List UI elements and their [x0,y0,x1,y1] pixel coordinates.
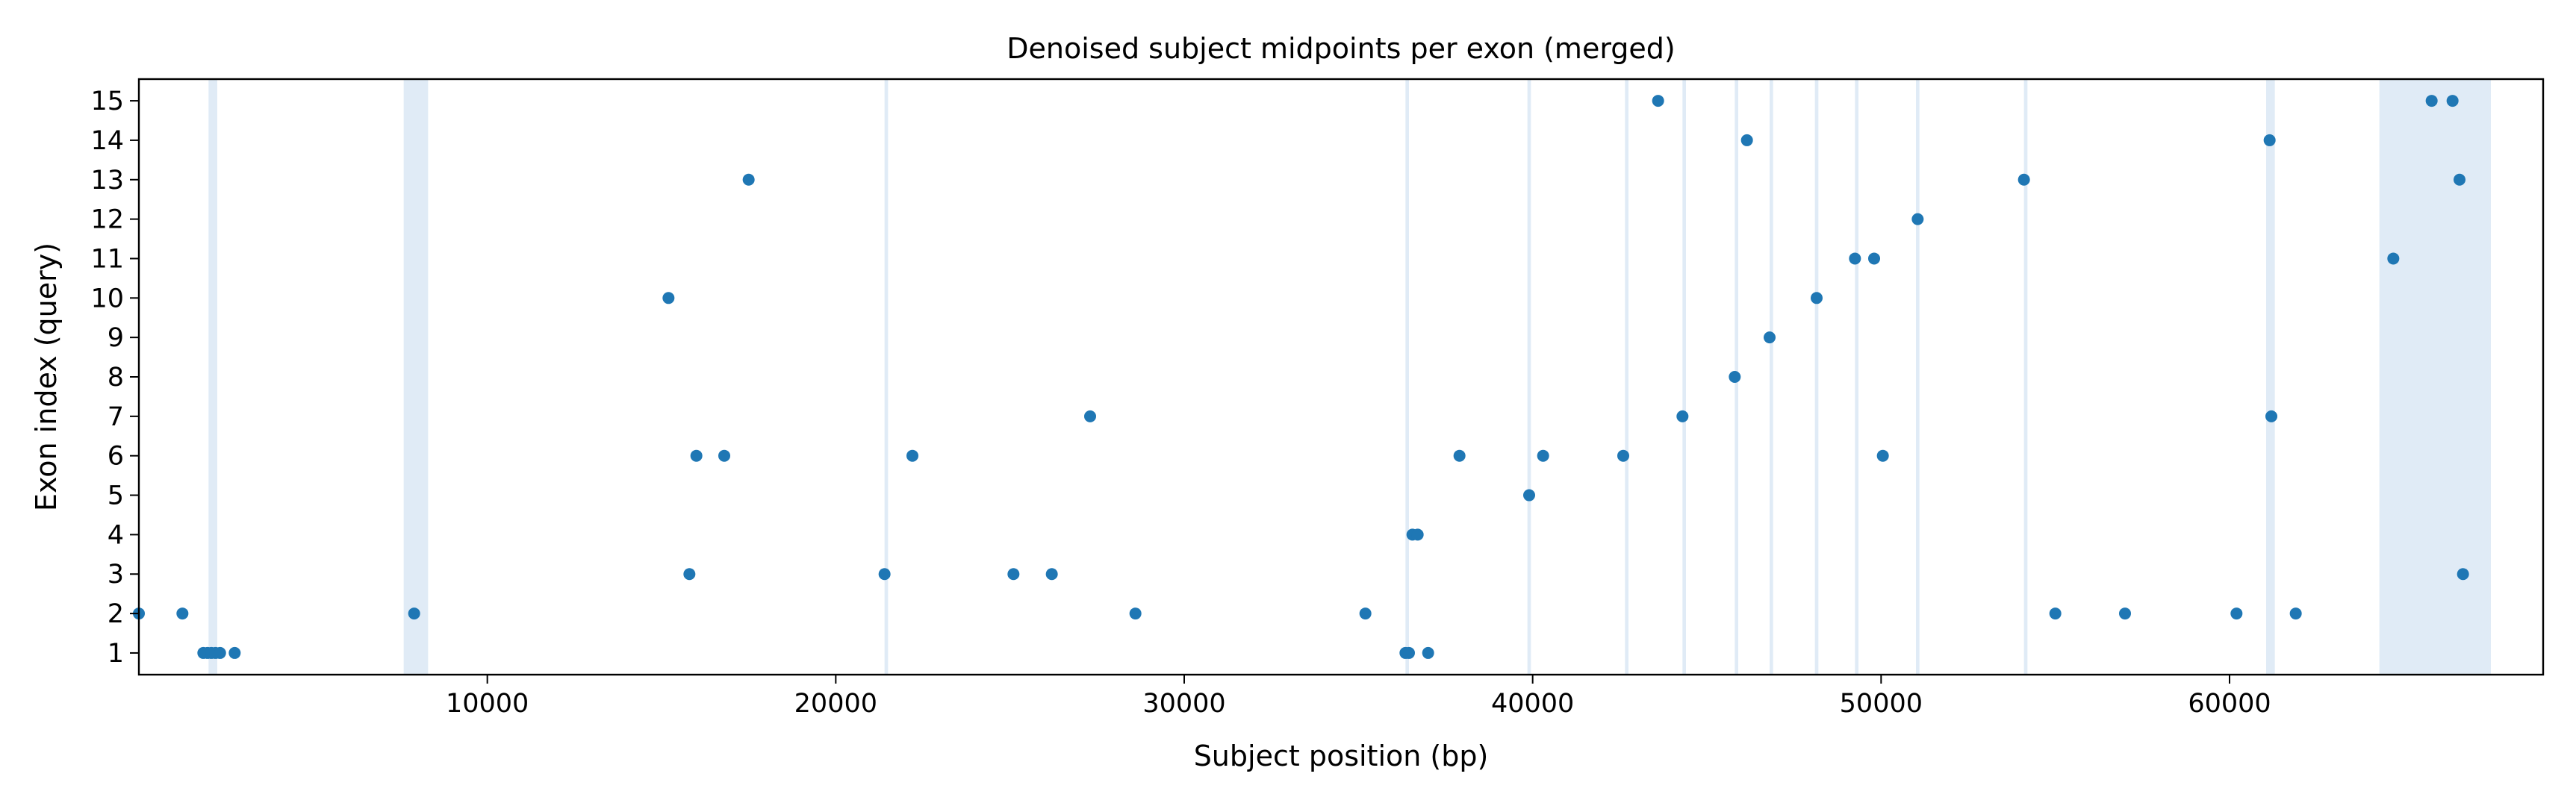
data-point [1523,489,1535,502]
x-tick-label: 30000 [1142,689,1225,719]
y-tick-label: 14 [90,126,124,156]
data-point [408,607,420,620]
highlight-region [1855,79,1858,675]
highlight-regions [208,79,2491,675]
highlight-region [2266,79,2275,675]
data-point [1007,568,1020,581]
highlight-region [208,79,217,675]
data-point [2265,410,2277,422]
data-point [662,292,675,304]
x-axis-label: Subject position (bp) [1194,740,1489,772]
highlight-region [403,79,429,675]
data-point [1045,568,1058,581]
data-point [1084,410,1096,422]
y-tick-label: 8 [108,363,124,393]
y-tick-label: 2 [108,599,124,629]
data-point [1876,449,1889,462]
data-point [2387,252,2400,265]
y-tick-label: 13 [90,166,124,196]
data-point [1617,449,1629,462]
y-tick-label: 4 [108,520,124,550]
data-point [1411,528,1424,541]
data-point [1422,646,1434,659]
highlight-region [1916,79,1920,675]
data-point [1537,449,1549,462]
y-tick-label: 9 [108,323,124,353]
x-tick-label: 40000 [1491,689,1574,719]
y-tick-label: 10 [90,284,124,313]
data-point [1868,252,1880,265]
data-point [2457,568,2469,581]
highlight-region [1527,79,1531,675]
y-tick-label: 7 [108,402,124,432]
data-point [1729,371,1741,383]
data-points [133,95,2469,659]
highlight-region [884,79,889,675]
y-tick-label: 5 [108,481,124,511]
highlight-region [2023,79,2028,675]
data-point [2446,95,2459,107]
y-tick-label: 1 [108,639,124,669]
data-point [1811,292,1823,304]
data-point [742,173,755,186]
data-point [228,646,241,659]
highlight-region [1405,79,1409,675]
x-tick-label: 50000 [1840,689,1923,719]
data-point [718,449,730,462]
x-tick-label: 60000 [2188,689,2271,719]
x-axis-ticks: 10000 20000 30000 40000 50000 60000 [446,675,2271,719]
data-point [683,568,696,581]
data-point [690,449,703,462]
data-point [214,646,226,659]
y-tick-label: 12 [90,205,124,235]
data-point [1849,252,1861,265]
data-point [906,449,918,462]
highlight-region [2379,79,2491,675]
x-tick-label: 20000 [794,689,877,719]
data-point [1676,410,1689,422]
x-tick-label: 10000 [446,689,529,719]
data-point [2425,95,2438,107]
data-point [1911,213,1924,225]
highlight-region [1814,79,1819,675]
data-point [1129,607,1142,620]
highlight-region [1625,79,1628,675]
data-point [2230,607,2243,620]
data-point [2017,173,2030,186]
data-point [1764,331,1776,344]
data-point [1359,607,1372,620]
data-point [2119,607,2131,620]
y-tick-label: 15 [90,87,124,116]
data-point [1740,134,1753,146]
plot-frame [137,78,2545,676]
data-point [1403,646,1415,659]
data-point [176,607,189,620]
highlight-region [1770,79,1773,675]
chart-title: Denoised subject midpoints per exon (mer… [1007,32,1675,65]
y-tick-label: 11 [90,244,124,274]
data-point [2049,607,2062,620]
data-point [2454,173,2465,186]
y-axis-label: Exon index (query) [30,243,63,511]
data-point [2289,607,2302,620]
highlight-region [1682,79,1686,675]
y-tick-label: 6 [108,442,124,472]
data-point [1453,449,1466,462]
data-point [2263,134,2276,146]
y-tick-label: 3 [108,560,124,590]
data-point [878,568,891,581]
data-point [1652,95,1664,107]
